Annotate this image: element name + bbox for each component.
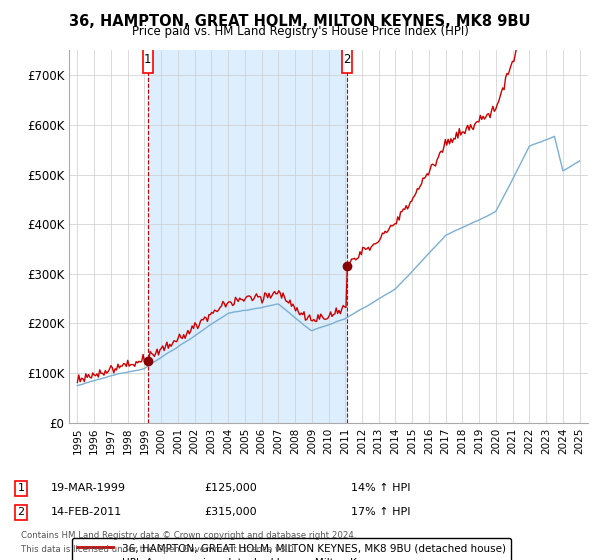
Text: 2: 2 xyxy=(17,507,25,517)
Text: 14% ↑ HPI: 14% ↑ HPI xyxy=(351,483,410,493)
Text: 19-MAR-1999: 19-MAR-1999 xyxy=(51,483,126,493)
Bar xyxy=(148,50,347,423)
Text: 36, HAMPTON, GREAT HOLM, MILTON KEYNES, MK8 9BU: 36, HAMPTON, GREAT HOLM, MILTON KEYNES, … xyxy=(69,14,531,29)
Text: Contains HM Land Registry data © Crown copyright and database right 2024.: Contains HM Land Registry data © Crown c… xyxy=(21,531,356,540)
Legend: 36, HAMPTON, GREAT HOLM, MILTON KEYNES, MK8 9BU (detached house), HPI: Average p: 36, HAMPTON, GREAT HOLM, MILTON KEYNES, … xyxy=(71,538,511,560)
Text: 1: 1 xyxy=(144,53,152,66)
Text: 1: 1 xyxy=(17,483,25,493)
FancyBboxPatch shape xyxy=(143,46,153,73)
Text: This data is licensed under the Open Government Licence v3.0.: This data is licensed under the Open Gov… xyxy=(21,545,296,554)
Text: £125,000: £125,000 xyxy=(204,483,257,493)
Text: 2: 2 xyxy=(344,53,351,66)
FancyBboxPatch shape xyxy=(342,46,352,73)
Text: 17% ↑ HPI: 17% ↑ HPI xyxy=(351,507,410,517)
Text: £315,000: £315,000 xyxy=(204,507,257,517)
Text: Price paid vs. HM Land Registry's House Price Index (HPI): Price paid vs. HM Land Registry's House … xyxy=(131,25,469,38)
Text: 14-FEB-2011: 14-FEB-2011 xyxy=(51,507,122,517)
